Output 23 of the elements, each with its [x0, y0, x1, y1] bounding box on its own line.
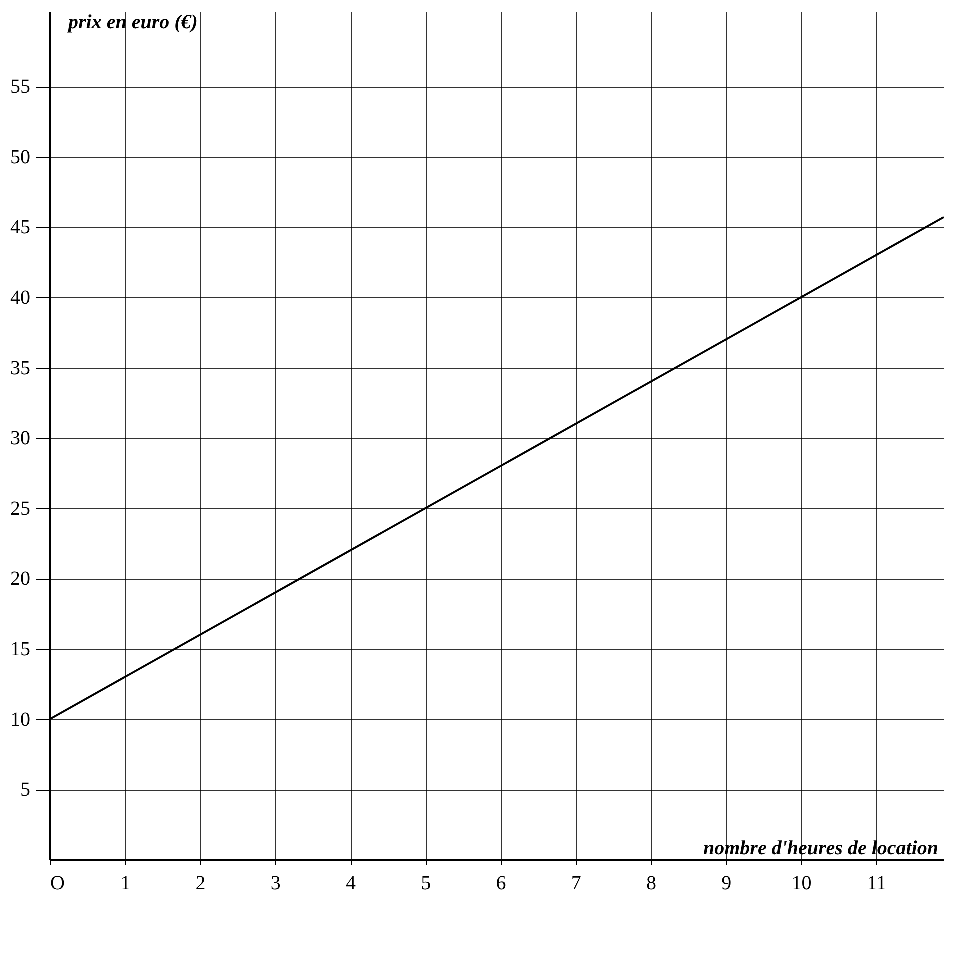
x-tick-label: 8 — [646, 872, 657, 894]
y-tick-label: 40 — [10, 286, 30, 309]
y-tick-label: 30 — [10, 428, 30, 450]
y-tick-label: 55 — [10, 76, 30, 98]
x-tick-label: 7 — [571, 872, 582, 894]
y-tick-label: 35 — [10, 357, 30, 380]
x-tick-label: 6 — [496, 872, 506, 894]
y-tick-label: 5 — [20, 779, 30, 802]
y-tick-label: 50 — [10, 146, 30, 168]
x-tick-label: 10 — [792, 872, 812, 894]
x-tick-label: 9 — [722, 872, 732, 894]
x-tick-label: 2 — [196, 872, 206, 894]
x-tick-label: 4 — [346, 872, 356, 894]
y-tick-label: 10 — [10, 708, 30, 731]
y-tick-label: 25 — [10, 498, 30, 520]
x-tick-label: 3 — [270, 872, 281, 894]
x-tick-label: O — [50, 872, 65, 894]
y-tick-label: 45 — [10, 216, 30, 239]
y-tick-label: 20 — [10, 568, 30, 590]
x-tick-label: 5 — [421, 872, 432, 894]
x-tick-label: 1 — [120, 872, 131, 894]
x-tick-label: 11 — [867, 872, 887, 894]
y-tick-label: 15 — [10, 638, 30, 661]
